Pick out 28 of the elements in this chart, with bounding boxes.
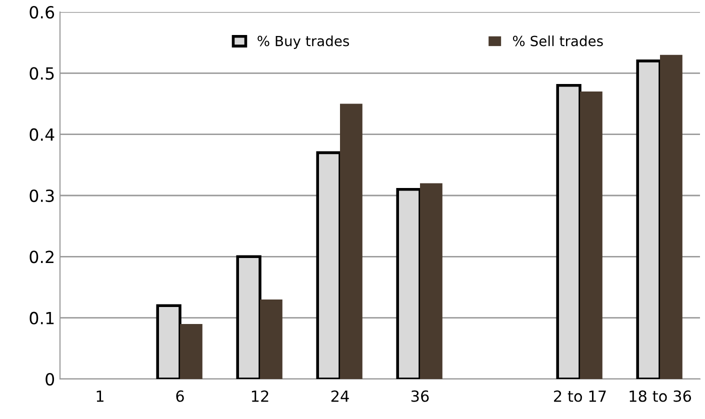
x-tick-label: 24 <box>331 390 349 402</box>
bar <box>180 324 202 379</box>
bar <box>660 54 682 379</box>
bar <box>636 60 662 379</box>
bar <box>420 183 442 379</box>
y-tick-label: 0.4 <box>30 128 54 141</box>
bar <box>316 151 342 379</box>
y-tick-label: 0.5 <box>30 67 54 80</box>
y-tick-label: 0.2 <box>30 250 54 264</box>
y-tick-label: 0.1 <box>30 312 54 324</box>
x-tick-label: 1 <box>96 390 104 402</box>
y-tick-label: 0.6 <box>30 6 54 19</box>
x-tick-label: 36 <box>411 390 429 402</box>
y-tick-label: 0.3 <box>30 189 54 202</box>
bar <box>156 304 182 379</box>
x-tick-label: 18 to 36 <box>630 390 692 402</box>
bar <box>236 255 262 379</box>
x-tick-label: 2 to 17 <box>554 390 606 402</box>
bar <box>580 92 602 379</box>
legend-label: % Sell trades <box>512 36 603 46</box>
bar <box>260 299 282 379</box>
legend-label: % Buy trades <box>258 36 350 49</box>
x-tick-label: 12 <box>252 390 268 402</box>
bar <box>396 188 422 379</box>
bar <box>556 84 582 379</box>
x-tick-label: 6 <box>176 390 184 402</box>
y-tick-label: 0 <box>46 372 54 386</box>
bar <box>340 104 362 379</box>
